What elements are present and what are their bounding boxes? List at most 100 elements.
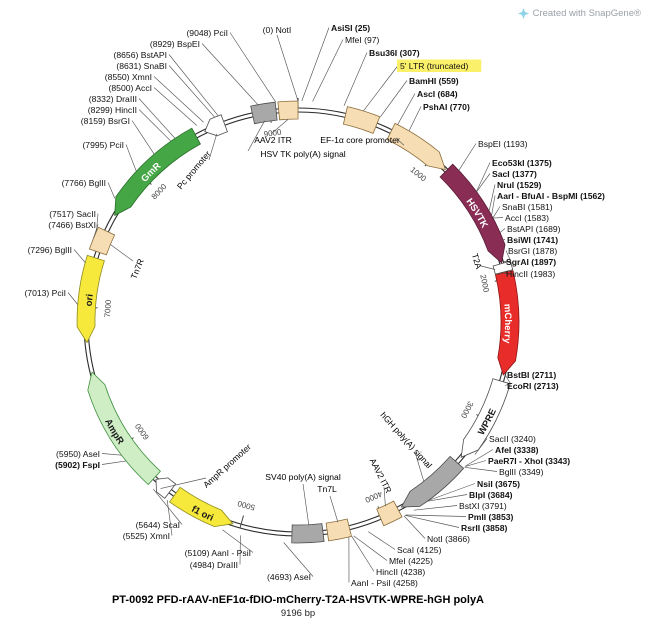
site-label[interactable]: Eco53kI (1375) bbox=[492, 158, 552, 168]
site-label[interactable]: (7766) BglII bbox=[62, 178, 106, 188]
feature-aav2-itr-2[interactable] bbox=[376, 500, 403, 527]
site-label[interactable]: (4984) DraIII bbox=[190, 560, 238, 570]
tick-label: 7000 bbox=[103, 299, 113, 318]
site-label[interactable]: (8550) XmnI bbox=[105, 72, 152, 82]
feature-ampr-promoter[interactable] bbox=[155, 477, 177, 499]
site-label[interactable]: PaeR7I - XhoI (3343) bbox=[488, 456, 570, 466]
site-label[interactable]: (5950) AseI bbox=[56, 449, 100, 459]
feature-hgh-polya-signal[interactable] bbox=[400, 455, 465, 508]
site-label[interactable]: BstXI (3791) bbox=[459, 501, 507, 511]
site-label[interactable]: (8929) BspEI bbox=[150, 39, 200, 49]
site-label[interactable]: RsrII (3858) bbox=[461, 523, 507, 533]
feature-external-label[interactable]: 5' LTR (truncated) bbox=[400, 61, 468, 71]
site-label[interactable]: HincII (4238) bbox=[376, 567, 425, 577]
site-label[interactable]: AfeI (3338) bbox=[495, 445, 539, 455]
feature-t2a[interactable] bbox=[492, 260, 514, 275]
site-label[interactable]: (5109) AanI - PsiI bbox=[185, 548, 251, 558]
site-label[interactable]: NotI (3866) bbox=[427, 534, 470, 544]
site-label[interactable]: MfeI (4225) bbox=[389, 556, 433, 566]
site-label[interactable]: (7517) SacII bbox=[49, 209, 96, 219]
feature-sv40-polya-signal[interactable] bbox=[291, 523, 325, 544]
feature-label[interactable]: EF-1α core promoter bbox=[320, 135, 400, 145]
site-label[interactable]: (5644) ScaI bbox=[136, 520, 180, 530]
feature-f1-ori[interactable] bbox=[169, 486, 234, 528]
site-label[interactable]: AsiSI (25) bbox=[331, 23, 370, 33]
watermark-text: Created with SnapGene® bbox=[532, 8, 641, 19]
site-label[interactable]: AarI - BfuAI - BspMI (1562) bbox=[497, 191, 605, 201]
site-label[interactable]: (8332) DraIII bbox=[89, 94, 137, 104]
site-label[interactable]: SgrAI (1897) bbox=[506, 257, 556, 267]
site-label[interactable]: (7013) PciI bbox=[24, 288, 66, 298]
feature-ef1a-core-promoter[interactable] bbox=[386, 122, 447, 171]
site-leader bbox=[413, 505, 458, 511]
feature-mcherry[interactable] bbox=[495, 270, 520, 376]
site-label[interactable]: (8299) HincII bbox=[88, 105, 137, 115]
site-label[interactable]: ScaI (4125) bbox=[397, 545, 442, 555]
site-label[interactable]: EcoRI (2713) bbox=[507, 381, 559, 391]
site-label[interactable]: BamHI (559) bbox=[409, 76, 459, 86]
site-label[interactable]: (5525) XmnI bbox=[123, 531, 170, 541]
tick-label: 2000 bbox=[478, 274, 491, 294]
site-label[interactable]: Bsu36I (307) bbox=[369, 48, 420, 58]
feature-gmr[interactable] bbox=[114, 127, 201, 217]
site-label[interactable]: BsiWI (1741) bbox=[507, 235, 558, 245]
site-label[interactable]: AscI (684) bbox=[417, 89, 458, 99]
feature-ltr-5-truncated[interactable] bbox=[342, 106, 381, 134]
site-label[interactable]: AccI (1583) bbox=[505, 213, 549, 223]
site-label[interactable]: (8656) BstAPI bbox=[114, 50, 168, 60]
site-label[interactable]: BstBI (2711) bbox=[507, 370, 556, 380]
site-label[interactable]: PmlI (3853) bbox=[468, 512, 514, 522]
site-leader bbox=[499, 228, 506, 233]
site-label[interactable]: SacI (1377) bbox=[492, 169, 537, 179]
site-leader bbox=[503, 261, 511, 263]
site-label[interactable]: (4693) AseI bbox=[267, 572, 311, 582]
site-label[interactable]: (8159) BsrGI bbox=[81, 116, 130, 126]
site-label[interactable]: BglII (3349) bbox=[499, 467, 544, 477]
feature-tn7l[interactable] bbox=[325, 518, 352, 542]
site-label[interactable]: BstAPI (1689) bbox=[507, 224, 561, 234]
feature-label[interactable]: Tn7R bbox=[129, 257, 146, 280]
feature-label[interactable]: Tn7L bbox=[317, 484, 337, 494]
site-label[interactable]: (8631) SnaBI bbox=[116, 61, 167, 71]
site-leader bbox=[101, 453, 122, 456]
site-label[interactable]: (7296) BglII bbox=[28, 245, 72, 255]
feature-arc-label[interactable]: mCherry bbox=[501, 303, 513, 344]
feature-label[interactable]: AAV2 ITR bbox=[254, 135, 292, 145]
site-label[interactable]: (0) NotI bbox=[263, 25, 292, 35]
site-label[interactable]: SacII (3240) bbox=[489, 434, 536, 444]
feature-label[interactable]: AmpR promoter bbox=[201, 442, 253, 490]
feature-label[interactable]: T2A bbox=[470, 252, 484, 270]
feature-label[interactable]: hGH poly(A) signal bbox=[378, 410, 434, 470]
feature-pc-promoter[interactable] bbox=[204, 114, 228, 137]
site-leader bbox=[491, 195, 496, 216]
site-label[interactable]: BlpI (3684) bbox=[469, 490, 513, 500]
site-label[interactable]: AanI - PsiI (4258) bbox=[351, 578, 418, 588]
site-label[interactable]: MfeI (97) bbox=[345, 35, 380, 45]
site-label[interactable]: PshAI (770) bbox=[423, 102, 470, 112]
feature-ori[interactable] bbox=[76, 254, 105, 344]
site-label[interactable]: NruI (1529) bbox=[497, 180, 542, 190]
feature-label-leader bbox=[270, 118, 289, 135]
feature-hsv-tk-polya-signal[interactable] bbox=[250, 101, 278, 125]
feature-ampr[interactable] bbox=[87, 371, 161, 486]
feature-wpre[interactable] bbox=[460, 378, 511, 458]
site-label[interactable]: BspEI (1193) bbox=[478, 139, 528, 149]
site-label[interactable]: (7466) BstXI bbox=[48, 220, 96, 230]
feature-hsvtk[interactable] bbox=[439, 163, 506, 264]
feature-tn7r[interactable] bbox=[88, 226, 116, 256]
site-label[interactable]: (9048) PciI bbox=[186, 28, 228, 38]
site-label[interactable]: BsrGI (1878) bbox=[508, 246, 557, 256]
site-label[interactable]: (5902) FspI bbox=[55, 460, 100, 470]
site-label[interactable]: HincII (1983) bbox=[506, 269, 555, 279]
site-label[interactable]: (8500) AccI bbox=[109, 83, 152, 93]
feature-label[interactable]: HSV TK poly(A) signal bbox=[260, 149, 345, 159]
site-label[interactable]: (7995) PciI bbox=[82, 140, 124, 150]
feature-aav2-itr-1[interactable] bbox=[277, 100, 299, 121]
site-leader bbox=[504, 374, 511, 384]
feature-label-leader bbox=[395, 137, 405, 146]
site-leader bbox=[107, 182, 116, 199]
feature-label[interactable]: SV40 poly(A) signal bbox=[265, 472, 341, 482]
feature-arc-label[interactable]: ori bbox=[84, 293, 96, 306]
site-label[interactable]: SnaBI (1581) bbox=[502, 202, 553, 212]
site-label[interactable]: NsiI (3675) bbox=[477, 479, 520, 489]
